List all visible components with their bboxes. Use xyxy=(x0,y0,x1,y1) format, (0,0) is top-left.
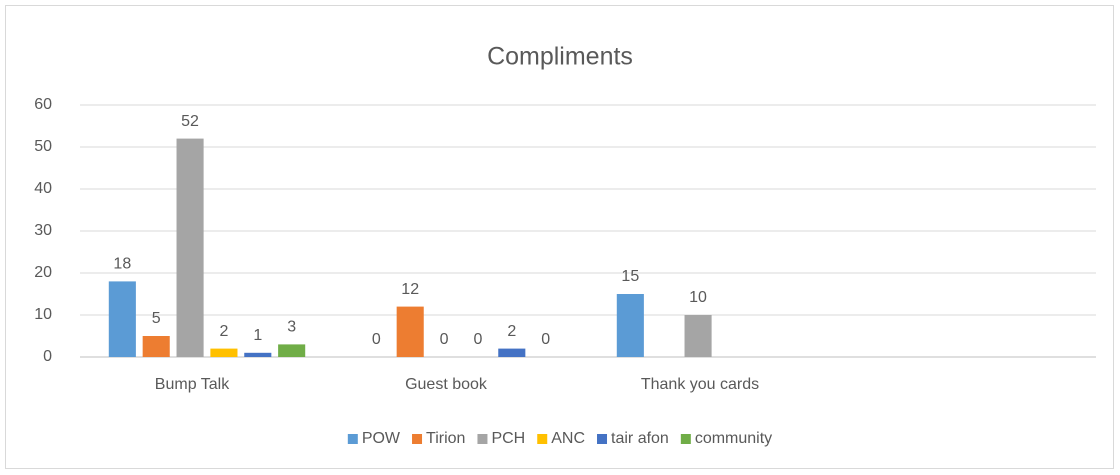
data-label: 18 xyxy=(113,256,131,273)
y-tick-label: 20 xyxy=(34,264,52,281)
data-label: 2 xyxy=(219,323,228,340)
x-tick-label: Bump Talk xyxy=(155,376,230,393)
y-tick-label: 0 xyxy=(43,348,52,365)
bar xyxy=(498,348,526,357)
data-label: 3 xyxy=(287,319,296,336)
legend-swatch xyxy=(680,434,691,444)
bar xyxy=(396,306,424,357)
data-label: 52 xyxy=(181,113,199,130)
legend-swatch xyxy=(597,434,608,444)
legend-swatch xyxy=(347,434,358,444)
bar xyxy=(176,138,204,357)
data-label: 12 xyxy=(401,281,419,298)
data-label: 0 xyxy=(440,331,449,348)
legend-label: ANC xyxy=(551,430,585,447)
legend-label: PCH xyxy=(491,430,525,447)
legend-swatch xyxy=(537,434,548,444)
chart-title: Compliments xyxy=(487,43,633,71)
bar xyxy=(210,348,238,357)
data-label: 0 xyxy=(372,331,381,348)
bar xyxy=(108,281,136,357)
data-label: 0 xyxy=(473,331,482,348)
bar xyxy=(616,294,644,357)
y-tick-label: 50 xyxy=(34,138,52,155)
y-tick-label: 30 xyxy=(34,222,52,239)
legend-label: POW xyxy=(362,430,401,447)
data-label: 0 xyxy=(541,331,550,348)
bar xyxy=(244,352,272,357)
legend-label: tair afon xyxy=(611,430,669,447)
data-label: 2 xyxy=(507,323,516,340)
chart-border xyxy=(5,5,1114,469)
bar xyxy=(684,315,712,357)
data-label: 5 xyxy=(152,310,161,327)
data-label: 15 xyxy=(621,268,639,285)
y-tick-label: 60 xyxy=(34,96,52,113)
data-label: 1 xyxy=(253,327,262,344)
x-tick-label: Guest book xyxy=(405,376,488,393)
legend-swatch xyxy=(477,434,488,444)
bar xyxy=(142,336,170,357)
legend-label: community xyxy=(695,430,772,447)
y-tick-label: 40 xyxy=(34,180,52,197)
data-label: 10 xyxy=(689,289,707,306)
bar xyxy=(278,344,306,357)
y-tick-label: 10 xyxy=(34,306,52,323)
x-tick-label: Thank you cards xyxy=(641,376,759,393)
legend-swatch xyxy=(412,434,423,444)
legend-label: Tirion xyxy=(426,430,465,447)
